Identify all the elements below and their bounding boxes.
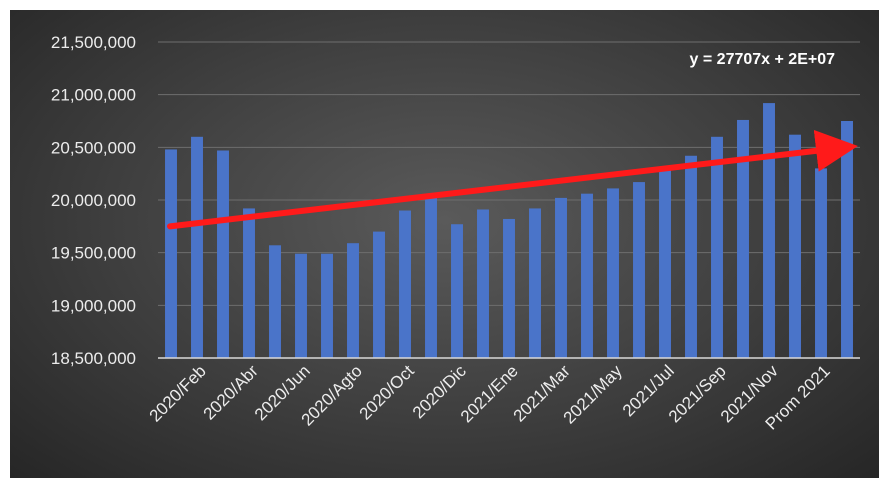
bar	[165, 149, 177, 358]
bar	[347, 243, 359, 358]
bar	[841, 121, 853, 358]
y-axis-tick-labels: 18,500,000 19,000,000 19,500,000 20,000,000…	[51, 33, 136, 368]
bars	[165, 103, 853, 359]
bar	[815, 168, 827, 358]
bar-chart: 18,500,000 19,000,000 19,500,000 20,000,000…	[51, 33, 860, 434]
bar	[685, 155, 697, 358]
chart-area: 18,500,000 19,000,000 19,500,000 20,000,000…	[10, 10, 879, 478]
trendline	[167, 129, 858, 230]
trendline-arrow	[167, 129, 858, 230]
bar	[321, 253, 333, 358]
y-tick-label: 21,500,000	[51, 33, 136, 52]
bar	[607, 188, 619, 358]
x-tick-label: 2020/Feb	[146, 361, 210, 425]
bar	[711, 136, 723, 358]
x-axis-tick-labels: 2020/Feb2020/Abr2020/Jun2020/Agto2020/Oc…	[146, 361, 834, 434]
x-tick-label: 2021/Ene	[457, 361, 522, 426]
bar	[477, 209, 489, 358]
bar	[399, 210, 411, 358]
x-tick-label: 2020/Abr	[200, 361, 262, 423]
bar	[633, 182, 645, 358]
x-tick-label: 2020/Oct	[356, 361, 418, 423]
bar	[789, 134, 801, 358]
bar	[191, 136, 203, 358]
bar	[373, 231, 385, 358]
bar	[659, 170, 671, 358]
bar	[503, 218, 515, 358]
bar	[737, 119, 749, 359]
bar	[555, 197, 567, 358]
bar	[269, 245, 281, 358]
trendline-equation: y = 27707x + 2E+07	[690, 51, 836, 68]
bar	[217, 150, 229, 358]
bar	[581, 193, 593, 358]
bar	[529, 208, 541, 358]
y-tick-label: 19,000,000	[51, 296, 136, 315]
y-tick-label: 20,500,000	[51, 138, 136, 157]
y-tick-label: 20,000,000	[51, 191, 136, 210]
y-tick-label: 19,500,000	[51, 244, 136, 263]
bar	[295, 253, 307, 358]
bar	[763, 103, 775, 359]
y-tick-label: 18,500,000	[51, 349, 136, 368]
y-tick-label: 21,000,000	[51, 86, 136, 105]
bar	[451, 224, 463, 358]
bar	[243, 208, 255, 358]
bar	[425, 197, 437, 358]
